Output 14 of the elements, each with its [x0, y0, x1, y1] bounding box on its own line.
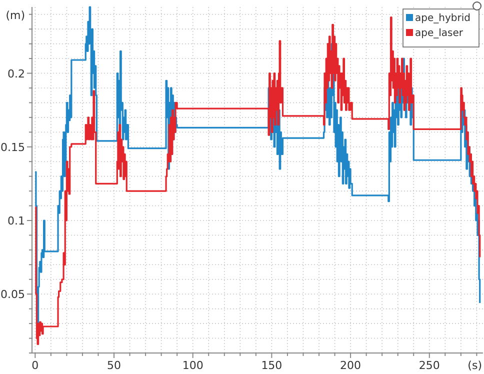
- y-tick-label: 0.1: [8, 214, 25, 228]
- x-tick-label: 50: [107, 359, 121, 372]
- legend-label: ape_laser: [415, 28, 464, 39]
- y-tick-label: 0.15: [0, 140, 25, 154]
- x-axis-title: (s): [468, 359, 482, 372]
- x-tick-label: 150: [261, 359, 282, 372]
- x-tick-label: 200: [340, 359, 362, 372]
- x-tick-label: 0: [32, 359, 39, 372]
- y-tick-label: 0.05: [0, 288, 25, 302]
- legend-label: ape_hybrid: [415, 13, 470, 24]
- y-axis-title: (m): [6, 9, 25, 22]
- y-tick-label: 0.2: [8, 67, 25, 80]
- x-tick-label: 100: [182, 359, 204, 372]
- x-tick-label: 250: [418, 359, 440, 372]
